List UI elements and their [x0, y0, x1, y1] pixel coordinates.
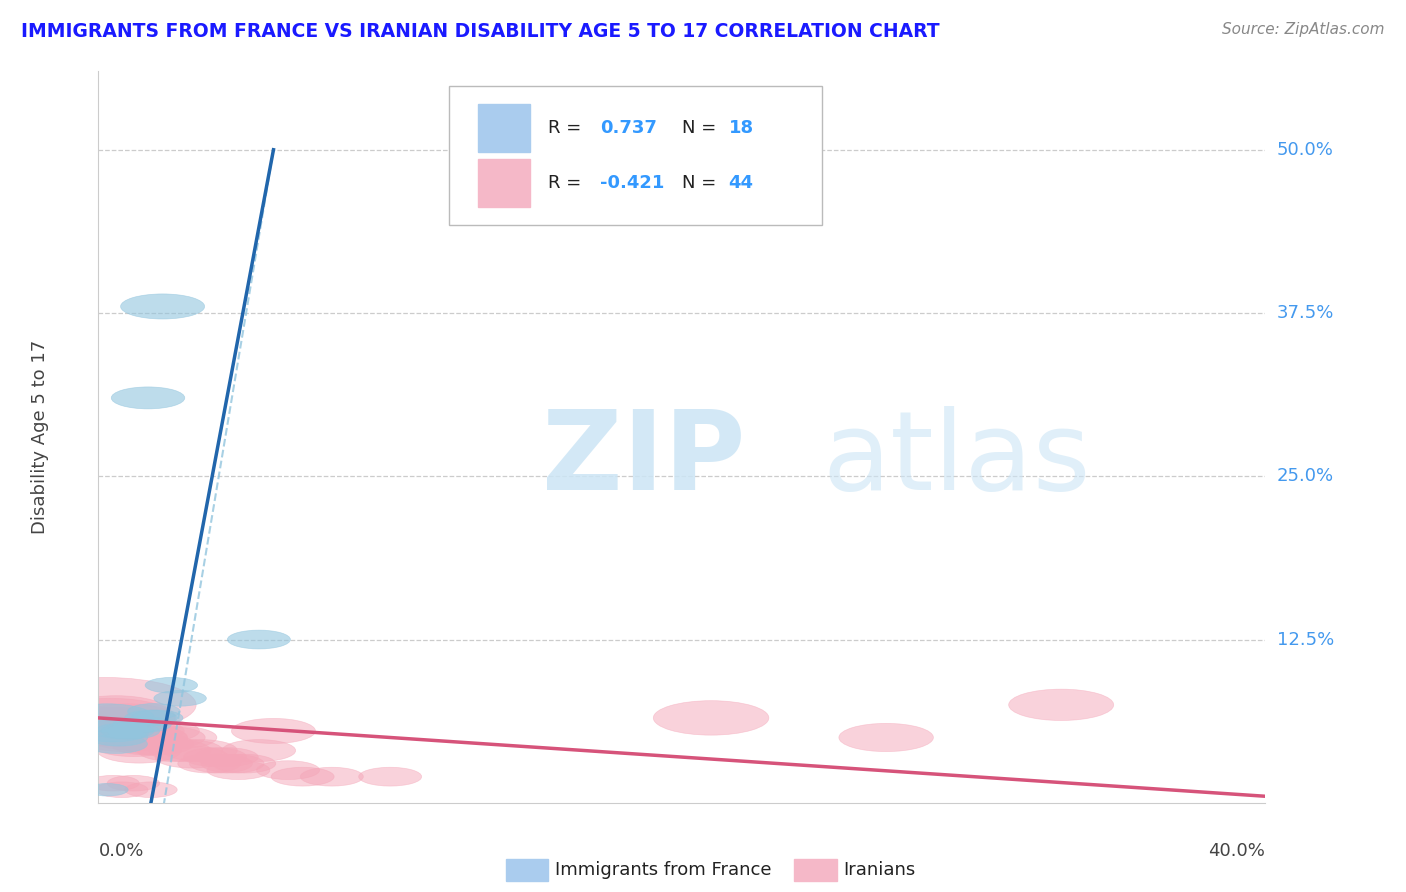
Ellipse shape [301, 767, 363, 786]
Ellipse shape [63, 696, 169, 727]
Text: ZIP: ZIP [541, 406, 745, 513]
Ellipse shape [90, 729, 148, 746]
Text: R =: R = [548, 174, 586, 193]
Ellipse shape [13, 677, 197, 732]
Text: 25.0%: 25.0% [1277, 467, 1334, 485]
FancyBboxPatch shape [449, 86, 823, 225]
Ellipse shape [138, 739, 211, 762]
Ellipse shape [232, 718, 315, 744]
Ellipse shape [76, 720, 150, 742]
Text: 40.0%: 40.0% [1209, 842, 1265, 860]
Ellipse shape [155, 746, 229, 768]
Ellipse shape [114, 726, 187, 748]
Ellipse shape [97, 738, 181, 763]
Text: 18: 18 [728, 120, 754, 137]
Text: 50.0%: 50.0% [1277, 141, 1333, 159]
Text: Source: ZipAtlas.com: Source: ZipAtlas.com [1222, 22, 1385, 37]
Text: IMMIGRANTS FROM FRANCE VS IRANIAN DISABILITY AGE 5 TO 17 CORRELATION CHART: IMMIGRANTS FROM FRANCE VS IRANIAN DISABI… [21, 22, 939, 41]
Ellipse shape [212, 755, 276, 773]
Ellipse shape [177, 755, 240, 773]
Ellipse shape [77, 723, 172, 752]
FancyBboxPatch shape [478, 104, 530, 152]
Ellipse shape [190, 755, 253, 773]
Ellipse shape [120, 733, 194, 755]
Ellipse shape [121, 294, 205, 319]
Ellipse shape [128, 704, 180, 719]
Ellipse shape [127, 720, 200, 742]
Ellipse shape [145, 677, 198, 693]
Ellipse shape [125, 782, 177, 797]
Ellipse shape [107, 723, 160, 739]
Text: Iranians: Iranians [844, 861, 915, 879]
Text: 37.5%: 37.5% [1277, 304, 1334, 322]
Ellipse shape [96, 782, 148, 797]
Ellipse shape [100, 718, 184, 744]
Ellipse shape [222, 739, 295, 762]
Ellipse shape [112, 716, 166, 732]
Ellipse shape [201, 755, 264, 773]
Ellipse shape [120, 716, 172, 732]
Ellipse shape [111, 387, 184, 409]
Ellipse shape [89, 725, 173, 750]
Text: -0.421: -0.421 [600, 174, 665, 193]
Text: N =: N = [682, 120, 721, 137]
Ellipse shape [184, 747, 246, 766]
Ellipse shape [149, 739, 222, 762]
Text: 0.737: 0.737 [600, 120, 657, 137]
Ellipse shape [132, 726, 205, 748]
Ellipse shape [271, 767, 335, 786]
Ellipse shape [94, 718, 179, 744]
Text: 44: 44 [728, 174, 754, 193]
Ellipse shape [103, 725, 187, 750]
Text: 12.5%: 12.5% [1277, 631, 1334, 648]
Text: atlas: atlas [823, 406, 1091, 513]
Ellipse shape [45, 698, 176, 738]
Ellipse shape [75, 710, 169, 739]
Text: Disability Age 5 to 17: Disability Age 5 to 17 [31, 340, 49, 534]
Ellipse shape [80, 704, 174, 732]
Ellipse shape [131, 710, 183, 726]
Ellipse shape [256, 761, 319, 780]
Ellipse shape [87, 775, 139, 791]
Ellipse shape [96, 723, 148, 739]
Ellipse shape [101, 723, 153, 739]
Ellipse shape [60, 704, 155, 732]
Ellipse shape [195, 747, 259, 766]
Ellipse shape [228, 630, 291, 649]
Ellipse shape [163, 739, 238, 762]
Ellipse shape [55, 707, 170, 741]
Ellipse shape [654, 700, 769, 735]
Text: N =: N = [682, 174, 721, 193]
Ellipse shape [111, 733, 184, 755]
Ellipse shape [84, 735, 148, 754]
Ellipse shape [143, 726, 217, 748]
Ellipse shape [86, 783, 128, 796]
Text: Immigrants from France: Immigrants from France [555, 861, 772, 879]
Ellipse shape [66, 715, 172, 747]
Ellipse shape [207, 761, 270, 780]
Ellipse shape [359, 767, 422, 786]
Ellipse shape [839, 723, 934, 752]
Ellipse shape [153, 690, 207, 706]
Ellipse shape [107, 775, 160, 791]
Text: 0.0%: 0.0% [98, 842, 143, 860]
FancyBboxPatch shape [478, 159, 530, 207]
Ellipse shape [1008, 690, 1114, 721]
Ellipse shape [91, 731, 176, 756]
Ellipse shape [125, 710, 177, 726]
Text: R =: R = [548, 120, 586, 137]
